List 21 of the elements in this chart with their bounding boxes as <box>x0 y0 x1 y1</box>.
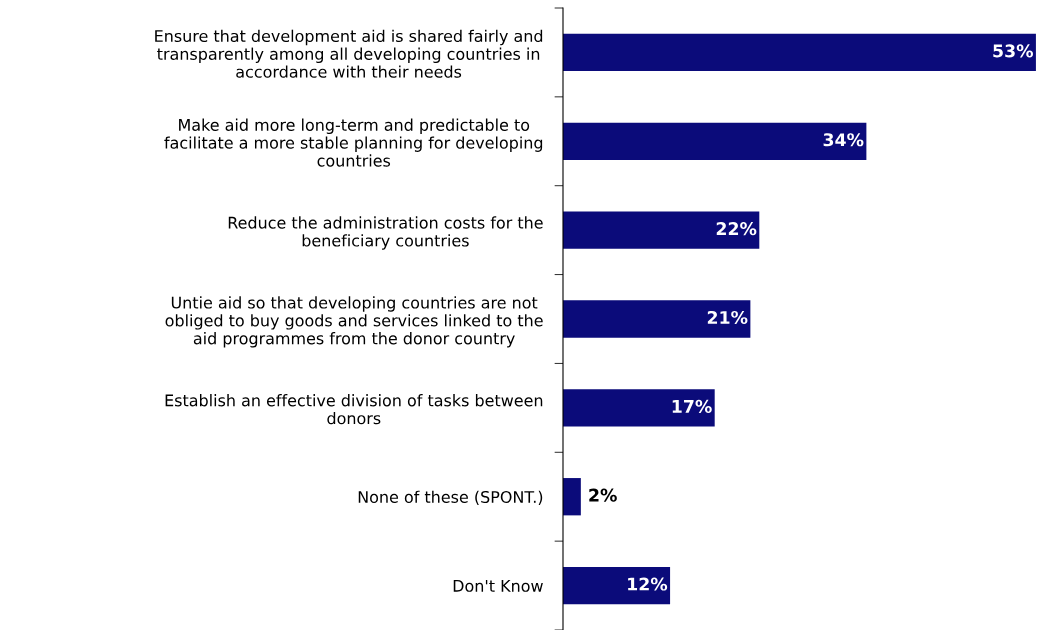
data-label: 53% <box>993 44 1034 58</box>
y-tick-label: Make aid more long-term and predictable to facilitate a more stable planning for developing countries <box>164 118 543 167</box>
y-tick-label: Establish an effective division of tasks between donors <box>165 394 543 425</box>
bar <box>563 389 715 427</box>
bar <box>563 122 867 160</box>
bar <box>563 211 760 249</box>
y-tick-label: None of these (SPONT.) <box>358 490 543 505</box>
data-label: 22% <box>716 222 757 236</box>
bar <box>563 300 751 338</box>
bar <box>563 566 671 605</box>
y-tick-label: Don't Know <box>453 579 543 592</box>
y-tick-label: Ensure that development aid is shared fairly and transparently among all developing countries in accordance with their needs <box>155 29 543 78</box>
bar <box>563 478 581 516</box>
bar <box>563 33 1036 72</box>
data-label: 17% <box>672 399 712 413</box>
data-label: 2% <box>589 488 617 502</box>
data-label: 34% <box>823 133 864 147</box>
y-tick-label: Reduce the administration costs for the beneficiary countries <box>228 216 543 250</box>
data-label: 12% <box>628 577 668 591</box>
data-label: 21% <box>707 310 748 325</box>
y-tick-label: Untie aid so that developing countries are not obliged to buy goods and services linked to the aid programmes from the donor country <box>165 296 543 348</box>
